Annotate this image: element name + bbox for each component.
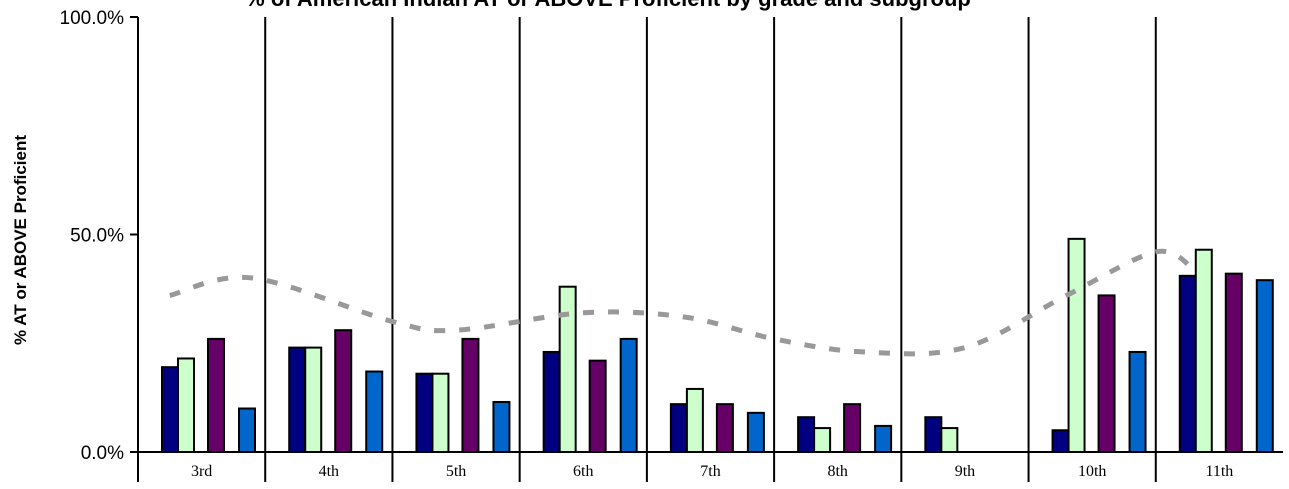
bar: [1178, 274, 1197, 454]
y-tick-label: 100.0%: [60, 8, 125, 29]
bar: [492, 400, 511, 454]
bar: [1097, 294, 1116, 453]
bar: [431, 372, 450, 454]
bar: [334, 329, 353, 454]
x-tick-labels: 3rd 4th 5th 6th 7th 8th 9th 10th 11th: [191, 463, 1233, 480]
bar: [304, 346, 323, 454]
bar: [874, 424, 893, 453]
bar: [161, 366, 179, 453]
y-axis-label: % AT or ABOVE Proficient: [11, 135, 30, 345]
x-tick-label: 10th: [1078, 463, 1106, 480]
bar: [1224, 272, 1243, 453]
bar: [177, 357, 195, 454]
x-tick-label: 5th: [446, 463, 466, 480]
x-tick-label: 9th: [955, 463, 975, 480]
bar: [797, 416, 816, 454]
bars: [161, 237, 1274, 454]
bar: [238, 407, 256, 453]
bar: [542, 350, 561, 454]
bar: [924, 416, 943, 454]
bar: [746, 411, 765, 454]
bar: [1067, 237, 1086, 453]
bar: [669, 403, 688, 453]
y-tick-label: 0.0%: [81, 443, 124, 464]
bar: [588, 359, 607, 453]
bar: [940, 427, 959, 454]
category-dividers: [264, 17, 1157, 482]
x-tick-label: 3rd: [191, 463, 212, 480]
x-tick-label: 6th: [573, 463, 593, 480]
x-tick-label: 4th: [319, 463, 339, 480]
bar: [1051, 429, 1070, 453]
trend-line: [169, 248, 1196, 357]
chart-title: % of American Indian AT or ABOVE Profici…: [245, 0, 971, 11]
x-tick-label: 8th: [827, 463, 847, 480]
bar: [415, 372, 434, 454]
bar: [558, 285, 577, 454]
bar: [685, 387, 704, 453]
y-tick-label: 50.0%: [70, 226, 124, 247]
bar: [1194, 248, 1213, 453]
trend-curve: [169, 248, 1196, 357]
bar: [843, 403, 862, 453]
bar: [365, 370, 384, 453]
x-tick-label: 7th: [700, 463, 720, 480]
y-tick-labels: 0.0% 50.0% 100.0%: [60, 8, 138, 464]
bar: [813, 427, 832, 454]
bar: [288, 346, 307, 454]
bar: [461, 337, 480, 453]
bar: [1255, 279, 1274, 453]
bar: [1128, 350, 1147, 454]
x-tick-label: 11th: [1205, 463, 1233, 480]
axes: [130, 17, 1283, 482]
bar: [207, 337, 225, 453]
bar: [619, 337, 638, 453]
bar: [715, 403, 734, 453]
